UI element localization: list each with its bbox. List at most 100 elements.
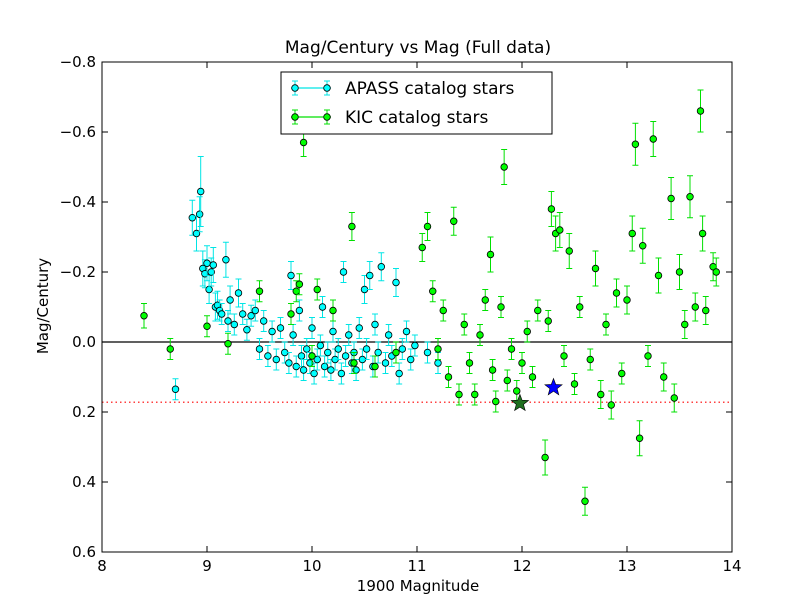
series-apass xyxy=(171,156,442,401)
data-marker xyxy=(384,331,393,339)
data-point xyxy=(423,341,432,364)
data-point xyxy=(581,486,589,516)
data-marker xyxy=(618,369,626,378)
data-point xyxy=(560,345,568,367)
data-marker xyxy=(260,317,268,325)
data-marker xyxy=(205,285,213,294)
data-marker xyxy=(488,366,497,374)
x-tick-label: 13 xyxy=(617,557,636,575)
data-marker xyxy=(681,320,689,329)
data-point xyxy=(140,303,148,329)
data-marker xyxy=(308,324,316,332)
y-tick-label: 0.6 xyxy=(72,543,96,561)
data-point xyxy=(238,303,247,325)
x-tick-label: 14 xyxy=(722,557,741,575)
data-point xyxy=(556,212,564,248)
data-point xyxy=(492,390,500,413)
legend-marker xyxy=(291,113,299,121)
data-point xyxy=(251,299,259,322)
data-marker xyxy=(341,352,350,360)
y-tick-label: 0.0 xyxy=(72,333,96,351)
data-marker xyxy=(471,390,479,399)
data-marker xyxy=(289,331,297,339)
blue-star-marker xyxy=(544,377,563,396)
data-marker xyxy=(503,376,511,385)
data-point xyxy=(350,352,358,374)
data-marker xyxy=(192,229,201,238)
legend-marker xyxy=(291,84,299,92)
data-marker xyxy=(675,268,684,276)
data-point xyxy=(217,303,226,325)
data-marker xyxy=(310,369,318,378)
data-marker xyxy=(607,401,615,409)
data-point xyxy=(234,278,243,308)
data-point xyxy=(292,355,300,378)
data-marker xyxy=(623,296,631,304)
x-tick-label: 9 xyxy=(202,557,212,575)
data-point xyxy=(358,348,367,371)
data-marker xyxy=(196,187,205,196)
data-marker xyxy=(560,352,568,360)
data-point xyxy=(337,362,346,385)
y-axis: −0.8 −0.6 −0.4 −0.2 0.0 0.2 0.4 0.6 xyxy=(60,53,732,561)
data-marker xyxy=(702,306,710,315)
data-point xyxy=(334,338,342,360)
data-marker xyxy=(639,242,647,250)
green-star-marker xyxy=(510,393,530,412)
data-point xyxy=(285,352,293,374)
data-point xyxy=(308,345,316,367)
data-marker xyxy=(287,271,295,280)
data-marker xyxy=(264,352,272,360)
data-point xyxy=(518,352,526,374)
data-point xyxy=(607,390,615,420)
data-marker xyxy=(544,317,552,325)
legend: APASS catalog stars KIC catalog stars xyxy=(280,71,553,135)
data-marker xyxy=(597,390,605,399)
data-point xyxy=(209,247,217,283)
data-marker xyxy=(465,359,474,367)
data-point xyxy=(255,280,264,303)
data-point xyxy=(500,149,508,185)
data-point xyxy=(418,233,426,262)
data-point xyxy=(374,341,382,364)
data-marker xyxy=(660,373,668,381)
data-point xyxy=(411,334,419,357)
data-point xyxy=(362,338,371,360)
data-point xyxy=(341,345,350,367)
data-marker xyxy=(556,226,564,234)
data-point xyxy=(224,310,232,332)
x-tick-label: 11 xyxy=(407,557,426,575)
data-point xyxy=(547,191,556,227)
data-point xyxy=(360,275,369,304)
data-point xyxy=(316,334,325,357)
data-point xyxy=(320,355,329,378)
data-marker xyxy=(547,205,556,213)
data-marker xyxy=(691,303,699,311)
data-point xyxy=(171,378,180,401)
data-marker xyxy=(371,320,379,329)
x-tick-label: 10 xyxy=(302,557,321,575)
data-point xyxy=(513,380,521,402)
data-point xyxy=(455,383,463,406)
data-point xyxy=(497,296,505,318)
x-axis-label: 1900 Magnitude xyxy=(357,577,479,595)
data-point xyxy=(276,317,285,339)
data-marker xyxy=(565,247,573,255)
data-point xyxy=(586,348,594,371)
data-point xyxy=(329,299,337,322)
data-point xyxy=(534,299,542,322)
data-marker xyxy=(188,214,196,222)
data-marker xyxy=(570,380,579,388)
data-point xyxy=(195,196,204,233)
data-marker xyxy=(581,497,589,505)
data-marker xyxy=(329,327,337,336)
data-marker xyxy=(696,107,705,115)
data-point xyxy=(660,362,668,392)
series-kic xyxy=(140,89,720,516)
x-axis: 8 9 10 11 12 13 14 xyxy=(97,62,742,575)
data-marker xyxy=(481,296,489,304)
data-marker xyxy=(649,135,657,143)
data-marker xyxy=(272,355,280,364)
data-point xyxy=(166,338,174,360)
